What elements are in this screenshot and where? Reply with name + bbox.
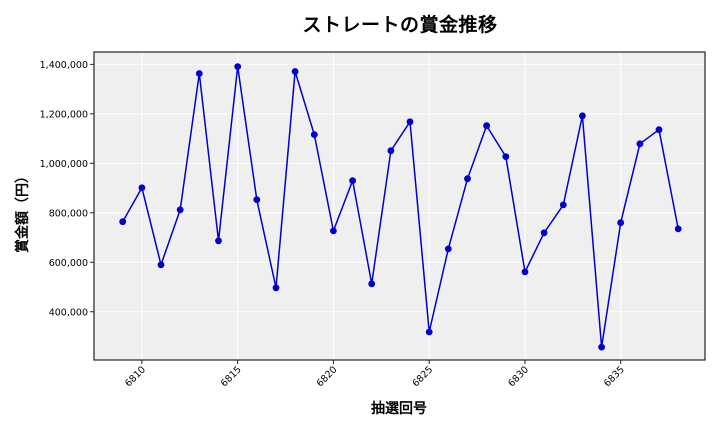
data-point — [425, 328, 433, 336]
data-point — [176, 206, 184, 214]
data-point — [636, 140, 644, 148]
data-point — [310, 131, 318, 139]
plot-area — [94, 52, 705, 360]
data-point — [291, 68, 299, 75]
x-tick-label: 6825 — [410, 364, 435, 389]
data-point — [272, 284, 280, 292]
chart-title: ストレートの賞金推移 — [302, 14, 498, 36]
data-point — [464, 175, 471, 183]
data-point — [655, 126, 663, 134]
x-axis: 6810 6815 6820 6825 6830 6835 — [123, 360, 627, 389]
y-axis: 400,000 600,000 800,000 1,000,000 1,200,000 1… — [40, 60, 94, 318]
data-point — [483, 122, 490, 130]
series-line — [119, 63, 682, 351]
data-point — [540, 229, 548, 237]
data-point — [138, 184, 146, 192]
plot-frame — [93, 51, 706, 361]
y-tick-label: 1,000,000 — [40, 159, 88, 170]
data-point — [330, 227, 337, 235]
grid-lines — [94, 52, 705, 360]
y-tick-label: 600,000 — [49, 258, 88, 269]
data-point — [674, 225, 682, 233]
data-point — [234, 63, 242, 70]
data-point — [598, 343, 605, 351]
data-point — [579, 112, 586, 120]
data-point — [521, 268, 529, 276]
data-point — [406, 118, 414, 126]
data-point — [195, 70, 203, 77]
x-tick-label: 6820 — [315, 364, 340, 389]
data-point — [444, 245, 452, 253]
x-tick-label: 6810 — [123, 364, 148, 389]
data-point — [617, 219, 625, 227]
x-tick-label: 6835 — [602, 364, 627, 389]
data-point — [157, 261, 165, 269]
y-tick-label: 800,000 — [49, 208, 88, 219]
y-tick-label: 1,200,000 — [40, 109, 88, 120]
data-point — [253, 196, 261, 204]
data-point — [215, 237, 222, 245]
data-point — [119, 218, 127, 226]
data-point — [387, 147, 395, 155]
series-path — [122, 65, 679, 348]
data-point — [349, 177, 356, 185]
y-tick-label: 400,000 — [49, 307, 88, 318]
x-axis-title: 抽選回号 — [371, 400, 427, 417]
data-point — [559, 201, 567, 209]
y-axis-title: 賞金額（円） — [14, 169, 31, 253]
x-tick-label: 6815 — [219, 364, 244, 389]
y-tick-label: 1,400,000 — [40, 60, 88, 71]
data-point — [502, 153, 510, 161]
data-point — [368, 280, 376, 288]
x-tick-label: 6830 — [506, 364, 531, 389]
